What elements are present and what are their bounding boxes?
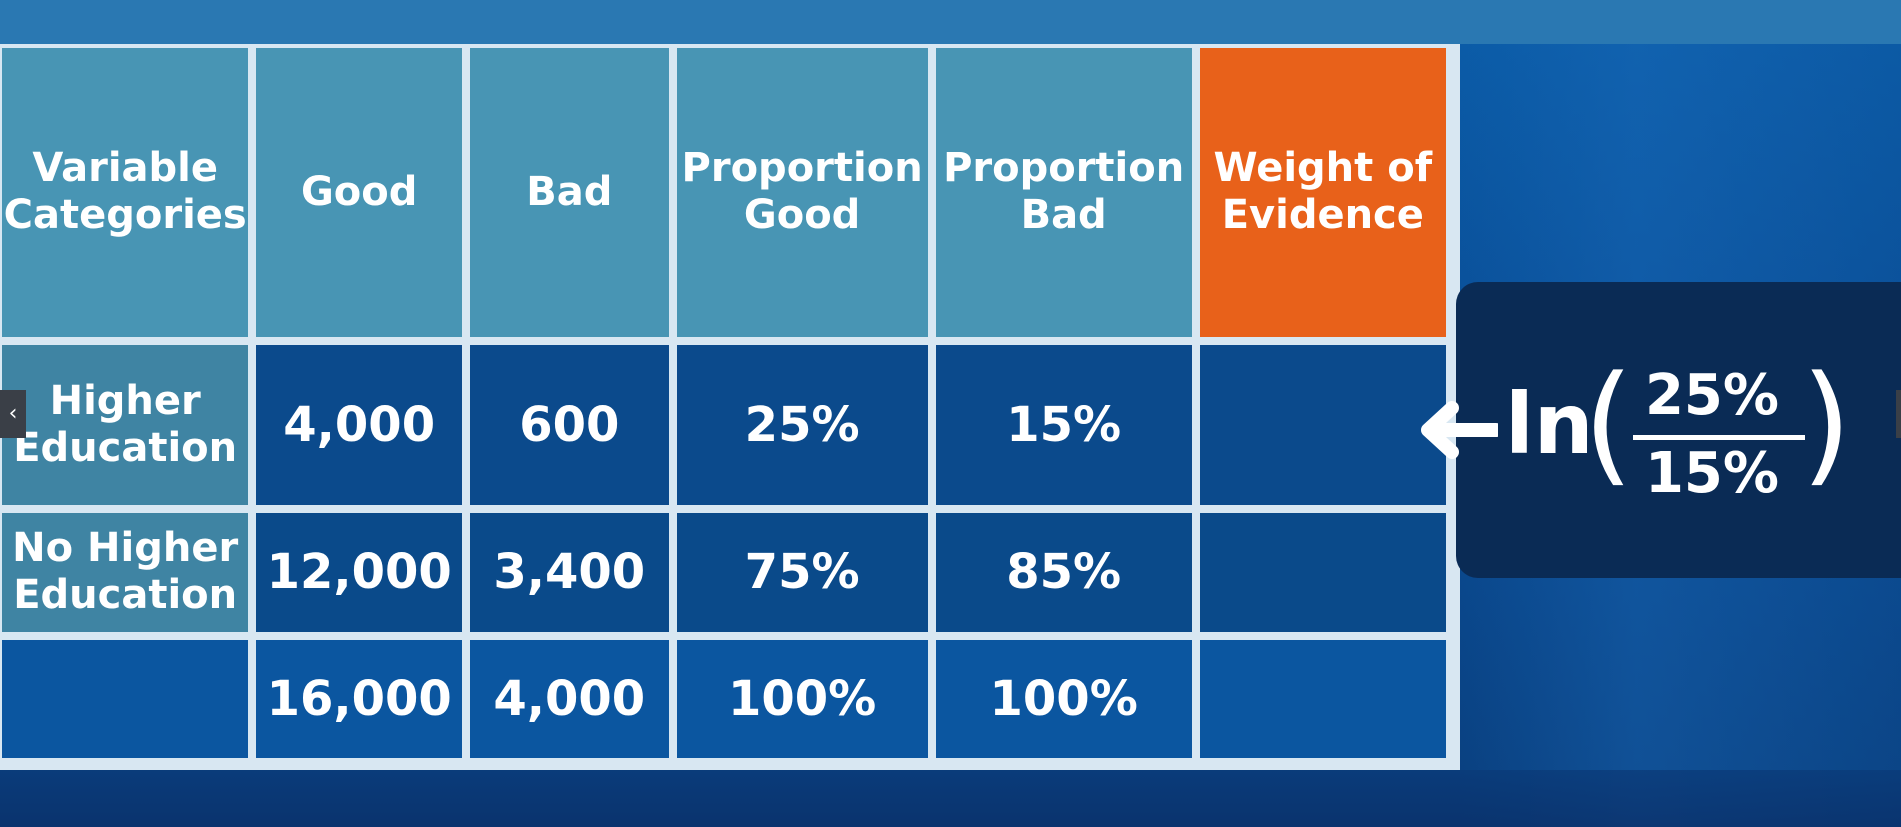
proportion-bad-cell: 85%: [935, 513, 1192, 632]
proportion-good-total-cell: 100%: [676, 639, 928, 758]
bad-total-cell: 4,000: [470, 639, 669, 758]
proportion-good-cell: 75%: [676, 513, 928, 632]
chevron-left-icon[interactable]: ‹: [0, 390, 26, 438]
proportion-bad-cell: 15%: [935, 344, 1192, 506]
bottom-band: [0, 770, 1901, 827]
woe-table-container: Variable Categories Good Bad Proportion …: [0, 44, 1460, 770]
formula-numerator: 25%: [1644, 363, 1780, 428]
header-variable-categories: Variable Categories: [2, 48, 249, 337]
woe-formula: ln ( 25% 15% ): [1505, 356, 1895, 506]
header-good: Good: [256, 48, 463, 337]
table-total-row: 16,000 4,000 100% 100%: [2, 639, 1446, 758]
left-paren: (: [1583, 347, 1634, 499]
header-proportion-bad: Proportion Bad: [935, 48, 1192, 337]
table-row: Higher Education 4,000 600 25% 15%: [2, 344, 1446, 506]
table-row: No Higher Education 12,000 3,400 75% 85%: [2, 513, 1446, 632]
bad-cell: 600: [470, 344, 669, 506]
top-band: [0, 0, 1901, 44]
fraction-line: [1633, 435, 1805, 440]
formula-panel: [1456, 282, 1901, 578]
proportion-bad-total-cell: 100%: [935, 639, 1192, 758]
arrow-left-icon: [1421, 401, 1498, 459]
good-cell: 12,000: [256, 513, 463, 632]
woe-cell: [1199, 513, 1446, 632]
bad-cell: 3,400: [470, 513, 669, 632]
proportion-good-cell: 25%: [676, 344, 928, 506]
woe-cell: [1199, 344, 1446, 506]
ln-function: ln: [1505, 375, 1594, 473]
good-total-cell: 16,000: [256, 639, 463, 758]
good-cell: 4,000: [256, 344, 463, 506]
header-bad: Bad: [470, 48, 669, 337]
header-proportion-good: Proportion Good: [676, 48, 928, 337]
right-paren: ): [1801, 347, 1852, 499]
woe-total-cell: [1199, 639, 1446, 758]
formula-denominator: 15%: [1644, 441, 1780, 506]
total-label-cell: [2, 639, 249, 758]
table-header-row: Variable Categories Good Bad Proportion …: [2, 48, 1446, 337]
woe-table: Variable Categories Good Bad Proportion …: [0, 40, 1454, 766]
category-cell: No Higher Education: [2, 513, 249, 632]
header-weight-of-evidence: Weight of Evidence: [1199, 48, 1446, 337]
next-nav-edge[interactable]: [1896, 390, 1901, 438]
category-cell: Higher Education: [2, 344, 249, 506]
